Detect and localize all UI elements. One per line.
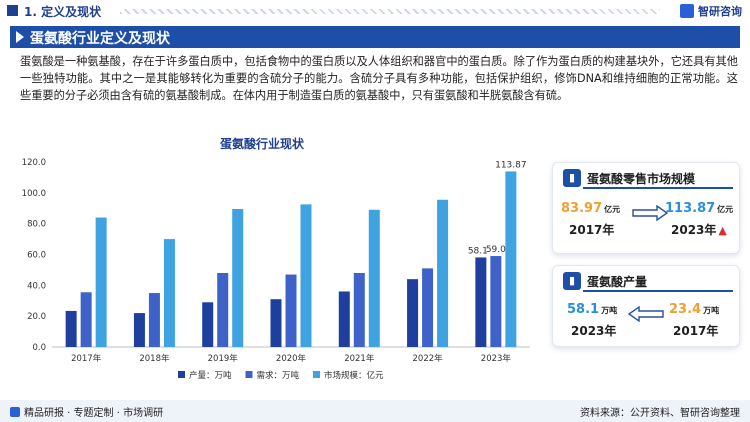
value-text: 113.87 <box>665 201 716 216</box>
legend-swatch <box>178 371 185 378</box>
legend-swatch <box>313 371 320 378</box>
retail-end-year: 2023年 ▲ <box>671 221 727 238</box>
unit-text: 万吨 <box>601 306 618 315</box>
legend-label: 需求：万吨 <box>257 370 300 381</box>
chart-icon: ▮ <box>563 169 581 187</box>
footer: 精品研报 · 专题定制 · 市场调研 资料来源：公开资料、智研咨询整理 <box>0 400 750 422</box>
card-underline <box>583 290 733 292</box>
bar-2 <box>232 209 244 347</box>
card-title: 蛋氨酸零售市场规模 <box>587 172 696 186</box>
output-card: ▮ 蛋氨酸产量 58.1 万吨 2023年 23.4 万吨 2017年 <box>552 265 740 347</box>
bar-1 <box>490 256 502 347</box>
value-text: 58.1 <box>567 302 600 317</box>
y-tick-label: 0.0 <box>32 343 46 353</box>
top-bar: 1. 定义及现状 智研咨询 <box>0 0 750 22</box>
bar-2 <box>163 239 175 347</box>
logo-icon <box>680 4 694 18</box>
bar-0 <box>202 302 214 347</box>
bar-1 <box>80 292 92 347</box>
bar-0 <box>475 257 487 347</box>
x-tick-label: 2023年 <box>481 353 512 364</box>
section-title: 1. 定义及现状 <box>24 5 102 19</box>
bar-2 <box>300 204 312 347</box>
data-label: 113.87 <box>495 160 527 170</box>
output-left-year: 2023年 <box>571 324 617 338</box>
bar-2 <box>95 217 107 347</box>
year-text: 2023年 <box>671 223 717 237</box>
y-tick-label: 60.0 <box>27 251 46 261</box>
x-tick-label: 2019年 <box>208 353 239 364</box>
retail-start-value: 83.97 亿元 <box>561 201 620 216</box>
retail-market-card: ▮ 蛋氨酸零售市场规模 83.97 亿元 2017年 113.87 亿元 2023年… <box>552 162 740 254</box>
page-title: 蛋氨酸行业定义及现状 <box>30 31 170 47</box>
y-tick-label: 120.0 <box>22 158 46 168</box>
x-tick-label: 2018年 <box>139 353 170 364</box>
arrow-right-icon <box>632 205 669 221</box>
data-label: 58.1 <box>468 246 488 256</box>
bar-0 <box>133 313 145 347</box>
footer-left-text: 精品研报 · 专题定制 · 市场调研 <box>24 408 164 419</box>
bar-1 <box>353 273 365 347</box>
bar-1 <box>422 268 434 347</box>
legend-label: 市场规模：亿元 <box>324 370 384 381</box>
value-text: 83.97 <box>561 201 603 216</box>
page-title-bar: 蛋氨酸行业定义及现状 <box>10 26 740 48</box>
decorative-stripe <box>120 9 660 14</box>
footer-logo-icon <box>10 407 20 417</box>
brand-name: 智研咨询 <box>698 5 742 18</box>
unit-text: 亿元 <box>717 205 734 214</box>
x-tick-label: 2022年 <box>413 353 444 364</box>
bar-0 <box>407 279 419 347</box>
chart-title: 蛋氨酸行业现状 <box>220 137 305 151</box>
legend-swatch <box>245 371 253 378</box>
card-header: ▮ 蛋氨酸零售市场规模 <box>553 169 739 189</box>
retail-end-value: 113.87 亿元 <box>665 201 733 216</box>
output-left-value: 58.1 万吨 <box>567 302 617 317</box>
output-right-year: 2017年 <box>673 324 719 338</box>
x-tick-label: 2017年 <box>71 353 102 364</box>
bar-0 <box>338 291 350 347</box>
legend-label: 产量：万吨 <box>189 370 232 381</box>
x-tick-label: 2020年 <box>276 353 307 364</box>
bar-chart-icon: ▮ <box>563 272 581 290</box>
output-right-value: 23.4 万吨 <box>669 302 719 317</box>
bar-1 <box>285 274 297 347</box>
y-tick-label: 100.0 <box>22 189 46 199</box>
arrow-left-icon <box>627 306 664 322</box>
bar-0 <box>65 310 77 347</box>
card-title: 蛋氨酸产量 <box>587 275 648 289</box>
unit-text: 亿元 <box>604 205 621 214</box>
unit-text: 万吨 <box>703 306 720 315</box>
y-tick-label: 20.0 <box>27 312 46 322</box>
section-marker-icon <box>7 5 18 16</box>
up-arrow-icon: ▲ <box>718 224 727 237</box>
card-underline <box>583 187 733 189</box>
bar-2 <box>505 171 517 347</box>
x-tick-label: 2021年 <box>344 353 375 364</box>
footer-source: 资料来源：公开资料、智研咨询整理 <box>580 408 740 419</box>
bar-1 <box>148 293 160 347</box>
intro-paragraph: 蛋氨酸是一种氨基酸，存在于许多蛋白质中，包括食物中的蛋白质以及人体组织和器官中的… <box>20 55 738 102</box>
y-tick-label: 40.0 <box>27 281 46 291</box>
brand-logo: 智研咨询 <box>680 3 742 19</box>
bar-2 <box>437 199 449 347</box>
value-text: 23.4 <box>669 302 702 317</box>
bar-chart: 0.0 20.0 40.0 60.0 80.0 100.0 120.0 2017年 2018年 2… <box>22 158 530 381</box>
y-tick-label: 80.0 <box>27 220 46 230</box>
retail-start-year: 2017年 <box>569 223 615 237</box>
bar-2 <box>368 209 380 347</box>
card-header: ▮ 蛋氨酸产量 <box>553 272 739 292</box>
triangle-icon <box>16 31 24 43</box>
bar-0 <box>270 299 282 347</box>
data-label: 59.0 <box>486 245 506 255</box>
bar-1 <box>217 273 229 347</box>
footer-left: 精品研报 · 专题定制 · 市场调研 <box>10 404 163 419</box>
